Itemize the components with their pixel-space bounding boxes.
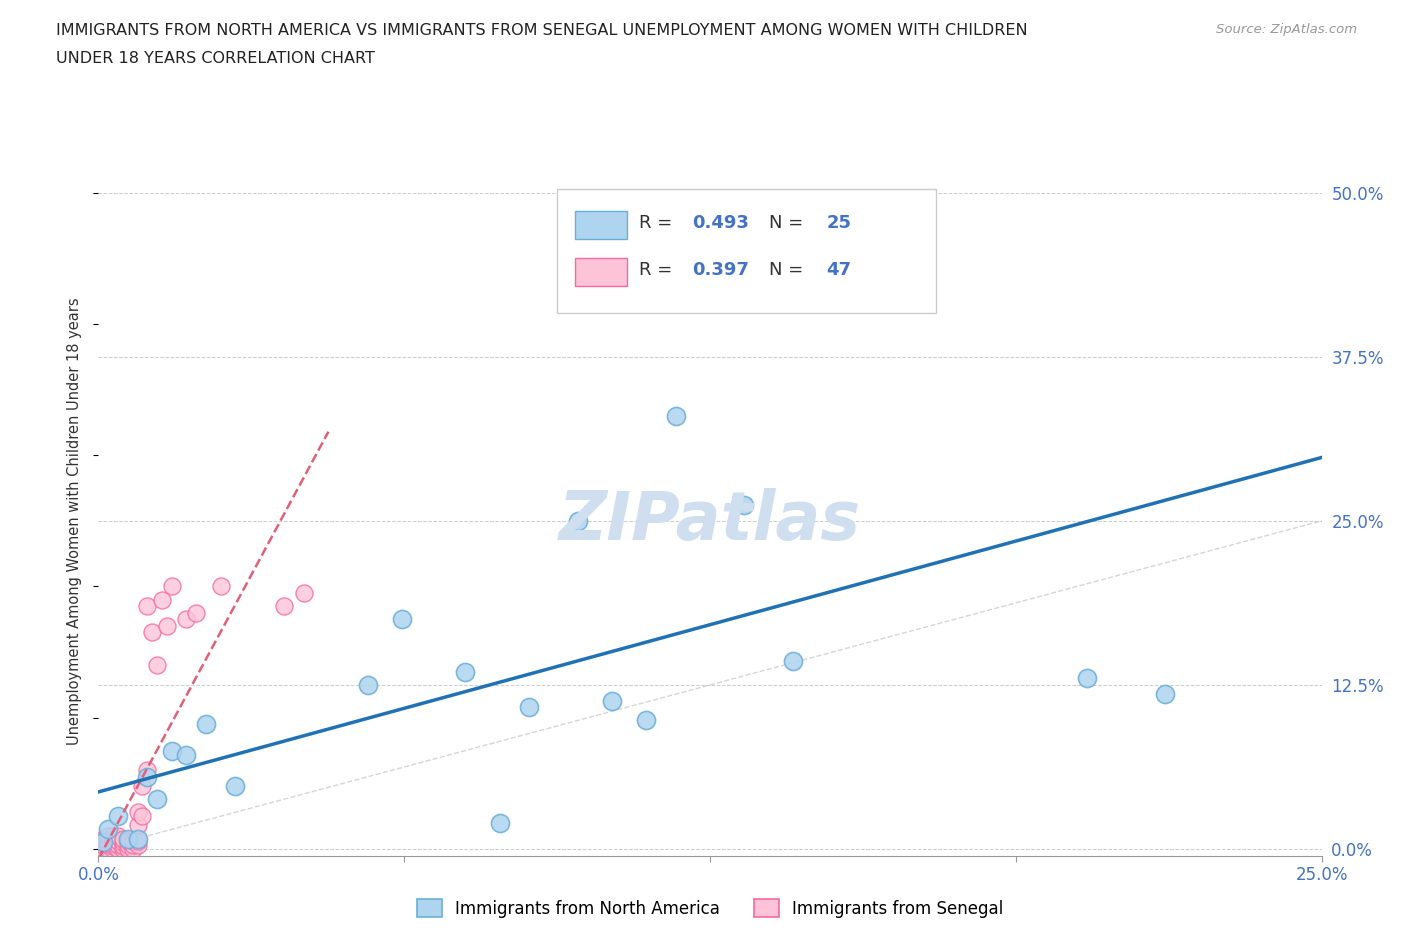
Point: [273, 599, 295, 614]
Point: [87, 842, 110, 857]
Point: [488, 816, 510, 830]
Legend: Immigrants from North America, Immigrants from Senegal: Immigrants from North America, Immigrant…: [411, 893, 1010, 924]
Point: [97, 822, 120, 837]
Text: IMMIGRANTS FROM NORTH AMERICA VS IMMIGRANTS FROM SENEGAL UNEMPLOYMENT AMONG WOME: IMMIGRANTS FROM NORTH AMERICA VS IMMIGRA…: [56, 23, 1028, 38]
Point: [160, 743, 183, 758]
Point: [176, 612, 198, 627]
Point: [91, 838, 114, 853]
FancyBboxPatch shape: [575, 258, 627, 286]
Text: 47: 47: [827, 260, 851, 279]
Point: [131, 809, 153, 824]
Point: [391, 612, 413, 627]
Point: [141, 625, 163, 640]
Point: [454, 664, 477, 679]
Point: [733, 498, 755, 512]
Point: [665, 408, 688, 423]
Y-axis label: Unemployment Among Women with Children Under 18 years: Unemployment Among Women with Children U…: [67, 297, 83, 745]
Point: [356, 677, 378, 692]
Point: [91, 842, 114, 857]
Text: N =: N =: [769, 214, 808, 232]
Point: [111, 842, 134, 857]
Point: [136, 769, 159, 784]
Point: [1076, 671, 1098, 685]
Text: N =: N =: [769, 260, 808, 279]
Point: [117, 831, 139, 846]
Point: [150, 592, 173, 607]
Point: [567, 513, 589, 528]
Text: Source: ZipAtlas.com: Source: ZipAtlas.com: [1216, 23, 1357, 36]
Point: [160, 579, 183, 594]
Point: [127, 831, 149, 846]
Point: [91, 831, 114, 846]
FancyBboxPatch shape: [575, 211, 627, 239]
Point: [107, 829, 129, 844]
Point: [87, 835, 110, 850]
Point: [517, 699, 540, 714]
Point: [97, 842, 120, 857]
Text: UNDER 18 YEARS CORRELATION CHART: UNDER 18 YEARS CORRELATION CHART: [56, 51, 375, 66]
Point: [101, 839, 124, 854]
Point: [101, 833, 124, 848]
FancyBboxPatch shape: [557, 190, 936, 313]
Point: [121, 842, 143, 857]
Point: [195, 717, 218, 732]
Text: R =: R =: [640, 260, 678, 279]
Point: [107, 842, 129, 857]
Point: [107, 838, 129, 853]
Text: 25: 25: [827, 214, 851, 232]
Point: [127, 833, 149, 848]
Point: [121, 833, 143, 848]
Point: [131, 778, 153, 793]
Point: [101, 842, 124, 857]
Point: [186, 605, 208, 620]
Point: [146, 791, 169, 806]
Point: [91, 835, 114, 850]
Text: R =: R =: [640, 214, 678, 232]
Point: [107, 833, 129, 848]
Point: [782, 654, 804, 669]
Point: [97, 829, 120, 844]
Point: [97, 838, 120, 853]
Point: [176, 747, 198, 762]
Point: [156, 618, 179, 633]
Text: ZIPatlas: ZIPatlas: [560, 488, 860, 553]
Text: 0.397: 0.397: [692, 260, 748, 279]
Point: [224, 778, 246, 793]
Point: [101, 836, 124, 851]
Point: [117, 842, 139, 857]
Point: [111, 831, 134, 846]
Point: [600, 693, 623, 708]
Point: [127, 804, 149, 819]
Point: [209, 579, 232, 594]
Point: [136, 763, 159, 777]
Point: [636, 713, 658, 728]
Point: [111, 835, 134, 850]
Point: [101, 831, 124, 846]
Point: [117, 833, 139, 848]
Point: [101, 829, 124, 844]
Point: [107, 809, 129, 824]
Point: [292, 586, 315, 601]
Point: [127, 818, 149, 833]
Point: [1154, 686, 1177, 701]
Point: [845, 264, 868, 279]
Point: [121, 838, 143, 853]
Point: [146, 658, 169, 672]
Point: [97, 833, 120, 848]
Point: [111, 839, 134, 854]
Point: [136, 599, 159, 614]
Point: [117, 838, 139, 853]
Point: [127, 838, 149, 853]
Text: 0.493: 0.493: [692, 214, 748, 232]
